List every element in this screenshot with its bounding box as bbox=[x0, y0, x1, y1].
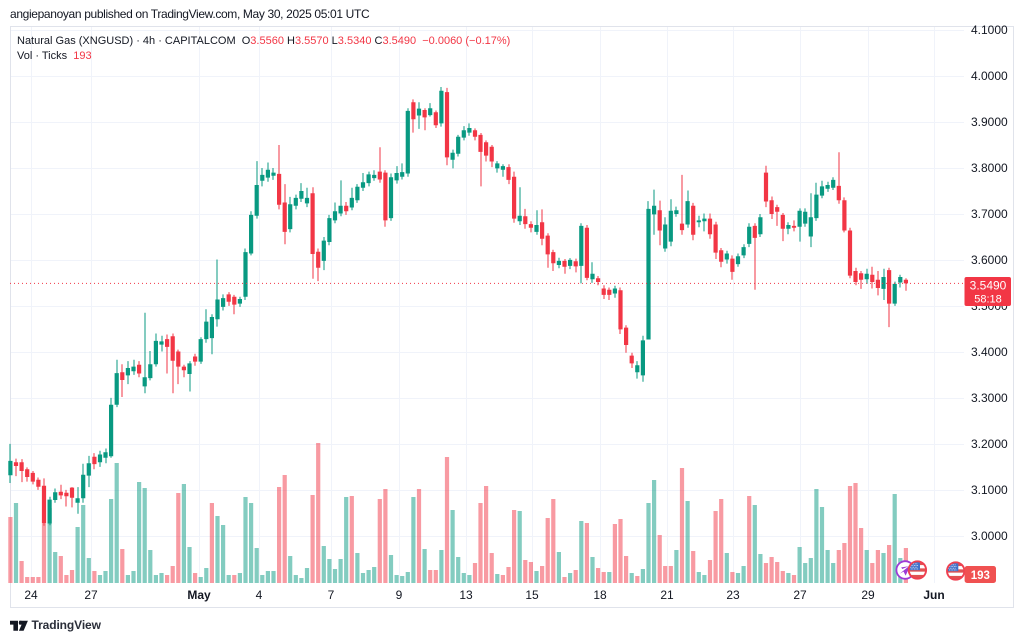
svg-text:29: 29 bbox=[861, 588, 875, 602]
svg-text:3.6000: 3.6000 bbox=[971, 253, 1008, 267]
svg-text:27: 27 bbox=[793, 588, 807, 602]
svg-text:3.8000: 3.8000 bbox=[971, 161, 1008, 175]
svg-text:3.7000: 3.7000 bbox=[971, 207, 1008, 221]
svg-text:3.5490: 3.5490 bbox=[970, 279, 1007, 293]
svg-text:3.9000: 3.9000 bbox=[971, 115, 1008, 129]
svg-text:24: 24 bbox=[24, 588, 38, 602]
svg-text:3.2000: 3.2000 bbox=[971, 437, 1008, 451]
svg-text:7: 7 bbox=[328, 588, 335, 602]
svg-text:3.3000: 3.3000 bbox=[971, 391, 1008, 405]
svg-text:9: 9 bbox=[396, 588, 403, 602]
svg-text:15: 15 bbox=[525, 588, 539, 602]
svg-text:18: 18 bbox=[593, 588, 607, 602]
svg-text:4: 4 bbox=[256, 588, 263, 602]
svg-text:193: 193 bbox=[971, 570, 990, 582]
svg-text:3.1000: 3.1000 bbox=[971, 483, 1008, 497]
svg-text:4.0000: 4.0000 bbox=[971, 69, 1008, 83]
svg-text:Jun: Jun bbox=[923, 588, 944, 602]
svg-text:21: 21 bbox=[660, 588, 674, 602]
svg-text:TradingView: TradingView bbox=[32, 618, 102, 632]
svg-text:27: 27 bbox=[84, 588, 98, 602]
svg-text:58:18: 58:18 bbox=[974, 294, 1002, 306]
svg-text:3.4000: 3.4000 bbox=[971, 345, 1008, 359]
svg-text:23: 23 bbox=[726, 588, 740, 602]
svg-text:3.0000: 3.0000 bbox=[971, 529, 1008, 543]
svg-text:May: May bbox=[187, 588, 211, 602]
svg-text:13: 13 bbox=[459, 588, 473, 602]
svg-text:4.1000: 4.1000 bbox=[971, 23, 1008, 37]
